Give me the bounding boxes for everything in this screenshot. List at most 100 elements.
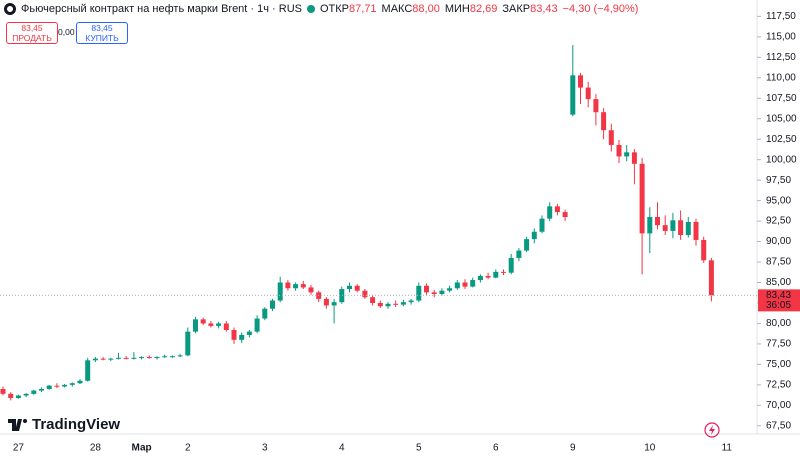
candle-body xyxy=(370,297,376,303)
candle-body xyxy=(639,163,645,234)
candle-body xyxy=(501,271,506,273)
candle-body xyxy=(447,288,453,291)
candle-body xyxy=(601,112,607,131)
ohlc-value: 88,00 xyxy=(412,3,440,15)
candle-body xyxy=(655,217,660,226)
candle-body xyxy=(46,385,52,389)
ohlc-value: 82,69 xyxy=(469,3,498,15)
candle-body xyxy=(585,87,591,100)
last-price-tag xyxy=(758,289,800,312)
x-tick-label: 5 xyxy=(416,443,422,454)
x-tick-label: 11 xyxy=(722,443,733,454)
candle-body xyxy=(431,292,437,294)
countdown: 36:05 xyxy=(766,300,791,311)
candle-body xyxy=(116,357,121,359)
logo-text: TradingView xyxy=(32,416,121,433)
candle-body xyxy=(246,331,252,335)
candle-body xyxy=(162,356,168,358)
candle-body xyxy=(193,319,198,332)
ohlc-value: 83,43 xyxy=(530,3,558,15)
candle-body xyxy=(139,357,145,359)
logo-mark xyxy=(8,418,27,431)
status-dot xyxy=(306,5,315,13)
candle-body xyxy=(31,390,37,394)
candle-body xyxy=(416,285,422,301)
sell-button[interactable]: 83,45 ПРОДАТЬ xyxy=(6,22,58,44)
sell-price: 83,45 xyxy=(21,23,43,33)
candle-body xyxy=(277,282,283,301)
candle-body xyxy=(578,75,583,88)
candle-body xyxy=(685,221,691,236)
candle-body xyxy=(631,152,637,164)
symbol-title[interactable]: Фьючерсный контракт на нефть марки Brent… xyxy=(21,3,302,15)
buy-button[interactable]: 83,45 КУПИТЬ xyxy=(76,22,128,44)
change: −4,30 (−4,90%) xyxy=(562,3,639,15)
x-tick-label: 9 xyxy=(570,443,576,454)
candle-body xyxy=(223,323,229,331)
candle-body xyxy=(231,330,237,340)
candle-body xyxy=(339,289,345,303)
candle-body xyxy=(670,220,676,231)
y-tick-label: 75,00 xyxy=(766,359,791,370)
candle-body xyxy=(493,271,499,278)
candle-body xyxy=(708,260,714,296)
y-tick-label: 95,00 xyxy=(766,195,791,206)
y-tick-label: 105,00 xyxy=(766,113,797,124)
candle-body xyxy=(462,282,468,287)
candle-body xyxy=(293,284,299,289)
candle-body xyxy=(131,357,137,359)
candle-body xyxy=(270,300,275,309)
candle-body xyxy=(185,331,191,356)
candle-body xyxy=(300,284,306,288)
candle-body xyxy=(239,334,245,340)
x-tick-label: 27 xyxy=(13,443,25,454)
candle-body xyxy=(39,388,44,391)
y-tick-label: 115,00 xyxy=(766,31,796,42)
y-tick-label: 97,50 xyxy=(766,175,791,186)
ohlc-label: МАКС xyxy=(381,3,413,15)
candle-body xyxy=(485,275,491,278)
y-tick-label: 117,50 xyxy=(766,11,796,22)
candle-body xyxy=(385,303,391,307)
buy-label: КУПИТЬ xyxy=(85,33,119,43)
candle-body xyxy=(285,282,291,289)
x-tick-label: 3 xyxy=(262,443,268,454)
candle-body xyxy=(477,275,483,281)
candle-body xyxy=(200,319,206,324)
candle-body xyxy=(262,308,268,319)
candle-body xyxy=(539,218,545,232)
x-tick-label: 6 xyxy=(493,443,499,454)
ohlc-label: ЗАКР xyxy=(502,3,531,15)
candle-body xyxy=(146,357,152,359)
candle-body xyxy=(662,225,668,231)
ohlc-value: 87,71 xyxy=(349,3,377,15)
candle-body xyxy=(424,285,429,293)
y-tick-label: 90,00 xyxy=(766,236,791,247)
ohlc-label: МИН xyxy=(444,3,470,15)
x-tick-label: 4 xyxy=(339,443,345,454)
candle-body xyxy=(377,302,383,307)
candle-body xyxy=(362,290,368,298)
candle-body xyxy=(616,144,622,157)
x-tick-label: 28 xyxy=(90,443,102,454)
candle-body xyxy=(216,323,222,326)
candle-body xyxy=(77,380,83,384)
candle-body xyxy=(508,257,514,273)
logo: TradingView xyxy=(8,416,120,433)
ohlc-label: ОТКР xyxy=(319,3,350,15)
x-tick-label: 10 xyxy=(644,443,656,454)
x-tick-label: Мар xyxy=(132,443,152,454)
candle-body xyxy=(208,323,214,326)
y-tick-label: 67,50 xyxy=(766,420,791,431)
candle-body xyxy=(308,287,314,293)
candle-body xyxy=(593,99,599,113)
candle-body xyxy=(547,206,553,219)
candle-body xyxy=(678,220,684,236)
candle-body xyxy=(331,302,337,306)
y-tick-label: 92,50 xyxy=(766,216,791,227)
candle-body xyxy=(647,217,653,234)
y-tick-label: 107,50 xyxy=(766,93,797,104)
alert-icon[interactable] xyxy=(704,422,720,438)
alert-icon-bolt xyxy=(709,425,715,435)
